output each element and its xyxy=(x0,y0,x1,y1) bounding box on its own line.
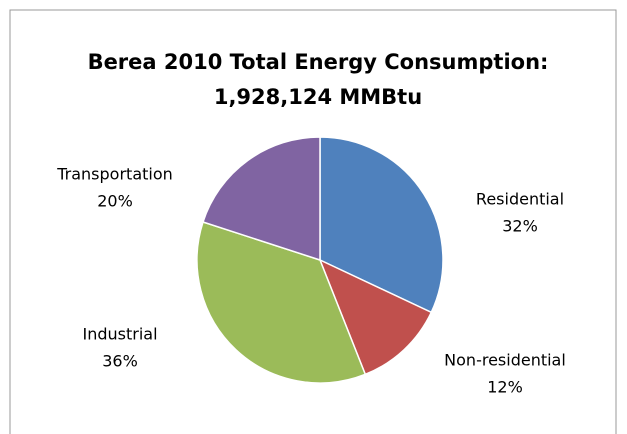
slice-value-label: 12% xyxy=(487,378,523,397)
slice-value-label: 20% xyxy=(97,192,133,211)
slice-value-label: 36% xyxy=(102,352,138,371)
slice-label: Residential xyxy=(476,190,564,209)
slice-value-label: 32% xyxy=(502,217,538,236)
slice-label: Transportation xyxy=(56,165,173,184)
pie-slice xyxy=(202,136,321,262)
pie-slice xyxy=(196,221,367,384)
slice-label: Industrial xyxy=(82,325,157,344)
pie-slice xyxy=(319,136,444,314)
chart-title: Berea 2010 Total Energy Consumption: xyxy=(88,50,549,74)
pie-slice xyxy=(318,258,433,376)
chart-title: 1,928,124 MMBtu xyxy=(214,85,422,109)
slice-label: Non-residential xyxy=(444,351,566,370)
chart-frame xyxy=(9,9,617,434)
